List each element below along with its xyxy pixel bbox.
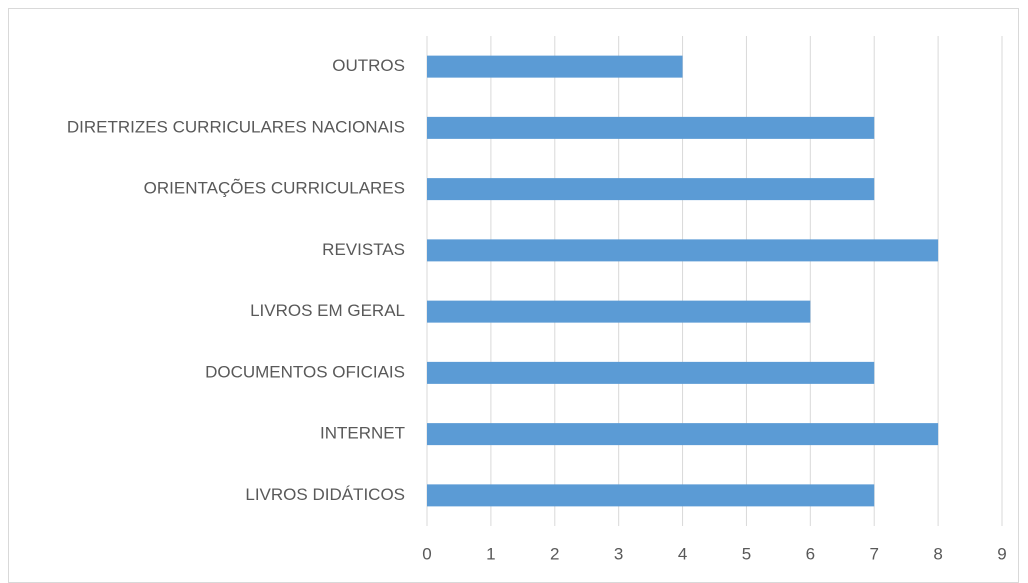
x-tick-label: 7: [869, 544, 878, 563]
bar: [427, 423, 939, 446]
x-tick-label: 6: [806, 544, 815, 563]
y-tick-label: DOCUMENTOS OFICIAIS: [205, 362, 405, 381]
x-tick-label: 8: [933, 544, 942, 563]
bar: [427, 178, 875, 201]
x-tick-label: 4: [678, 544, 687, 563]
x-tick-label: 5: [742, 544, 751, 563]
y-tick-label: DIRETRIZES CURRICULARES NACIONAIS: [67, 117, 405, 136]
x-tick-label: 0: [422, 544, 431, 563]
x-tick-label: 2: [550, 544, 559, 563]
x-tick-label: 1: [486, 544, 495, 563]
bar: [427, 239, 939, 262]
bar: [427, 116, 875, 139]
x-tick-label: 9: [997, 544, 1006, 563]
y-tick-label: ORIENTAÇÕES CURRICULARES: [144, 179, 405, 198]
y-tick-label: REVISTAS: [322, 240, 405, 259]
bar: [427, 300, 811, 323]
y-tick-label: INTERNET: [320, 424, 405, 443]
y-tick-label: LIVROS DIDÁTICOS: [245, 485, 405, 504]
bar: [427, 484, 875, 507]
y-tick-label: OUTROS: [332, 56, 405, 75]
bar: [427, 55, 683, 78]
x-tick-label: 3: [614, 544, 623, 563]
y-tick-label: LIVROS EM GERAL: [250, 301, 405, 320]
bar: [427, 361, 875, 384]
